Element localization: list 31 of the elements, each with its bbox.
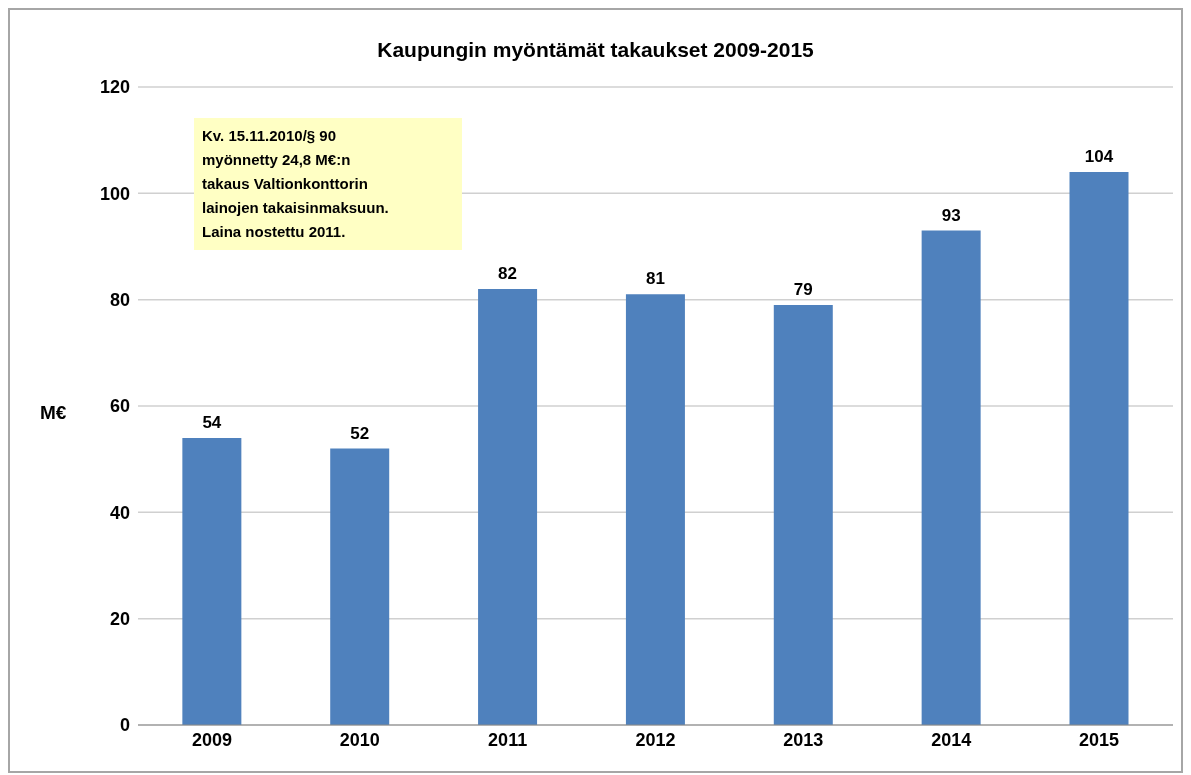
y-tick-label: 0 [119,715,130,736]
data-label: 104 [1084,147,1114,167]
bar [330,448,390,725]
data-label: 52 [350,423,370,443]
y-tick-label: 80 [109,290,130,311]
x-tick-label: 2015 [1079,729,1120,750]
bar [773,304,833,725]
bar [625,294,685,725]
data-label: 81 [645,269,665,289]
data-label: 93 [941,205,961,225]
x-tick-label: 2012 [635,729,676,750]
bar [1069,172,1129,725]
y-tick-label: 120 [99,77,130,98]
y-tick-label: 60 [109,396,130,417]
data-label: 54 [202,412,222,432]
y-axis-title: M€ [40,402,67,424]
bar [478,289,538,725]
bar [182,437,242,725]
x-tick-label: 2011 [488,729,528,750]
note-box: Kv. 15.11.2010/§ 90 myönnetty 24,8 M€:n takaus Valtionkonttorin lainojen takaisinmaksuun. Laina nostettu 2011. [194,118,462,250]
chart-title: Kaupungin myöntämät takaukset 2009-2015 [376,38,815,62]
x-tick-label: 2009 [191,729,232,750]
y-tick-label: 100 [99,183,130,204]
x-tick-label: 2013 [783,729,824,750]
bar [921,230,981,725]
y-tick-label: 20 [109,609,130,630]
data-label: 82 [498,264,518,284]
x-tick-label: 2014 [931,729,972,750]
y-tick-label: 40 [109,502,130,523]
data-label: 79 [793,279,813,299]
x-tick-label: 2010 [339,729,380,750]
